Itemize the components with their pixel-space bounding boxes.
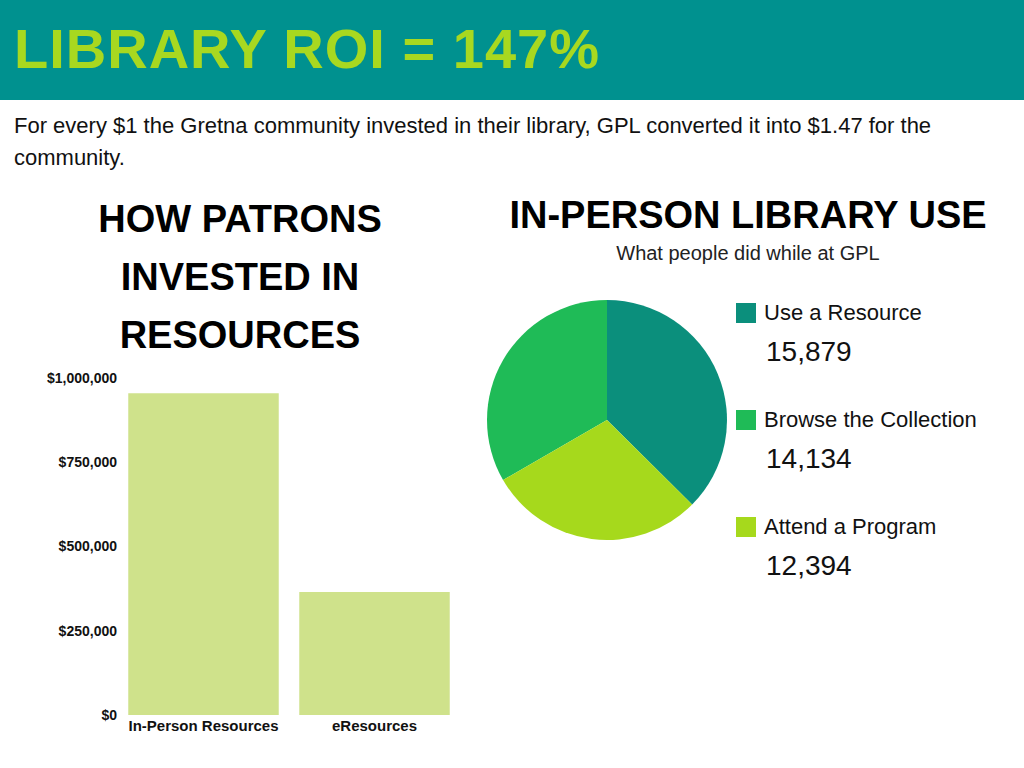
html-text:HOW PATRONS INVESTED IN RESOUR: HOW PATRONS INVESTED IN RESOURCES bbox=[98, 198, 382, 356]
html-text:Use a Resource: Use a Resource bbox=[764, 300, 922, 325]
svg-text:In-Person Resources: In-Person Resources bbox=[128, 717, 278, 734]
html-text:12,394: 12,394 bbox=[766, 550, 852, 581]
svg-text:$1,000,000: $1,000,000 bbox=[47, 370, 117, 386]
svg-text:$750,000: $750,000 bbox=[59, 454, 118, 470]
html-text:LIBRARY ROI = 147%: LIBRARY ROI = 147% bbox=[14, 17, 600, 80]
html-text:Attend a Program: Attend a Program bbox=[764, 514, 937, 539]
svg-text:$250,000: $250,000 bbox=[59, 623, 118, 639]
svg-text:eResources: eResources bbox=[332, 717, 417, 734]
html-text:IN-PERSON LIBRARY USE: IN-PERSON LIBRARY USE bbox=[509, 194, 987, 236]
html-text:Browse the Collection: Browse the Collection bbox=[764, 407, 977, 432]
html-text:For every $1 the Gretna commun: For every $1 the Gretna community invest… bbox=[14, 113, 932, 170]
html-text:What people did while at GPL: What people did while at GPL bbox=[616, 242, 880, 264]
svg-text:$0: $0 bbox=[101, 707, 117, 723]
html-text:15,879: 15,879 bbox=[766, 336, 852, 367]
html-text:14,134: 14,134 bbox=[766, 443, 852, 474]
svg-text:$500,000: $500,000 bbox=[59, 538, 118, 554]
